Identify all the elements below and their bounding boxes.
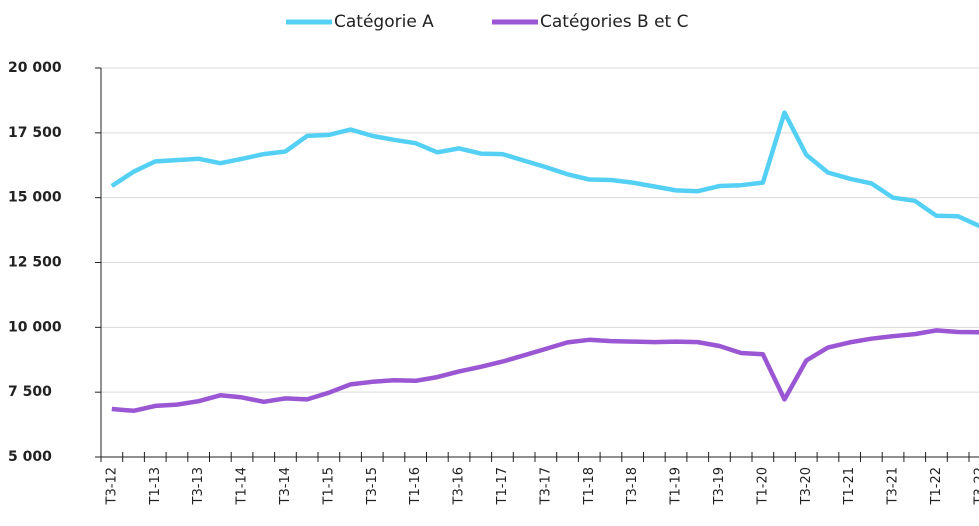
y-tick-label: 17 500 [8,125,62,141]
x-tick-label: T1-22 [929,467,944,505]
x-tick-label: T1-15 [321,467,336,505]
x-tick-label: T3-12 [104,467,119,505]
y-tick-label: 15 000 [8,190,62,206]
x-tick-label: T3-21 [886,467,901,505]
x-tick-label: T1-21 [842,467,857,505]
legend-label: Catégorie A [334,12,434,32]
x-tick-label: T3-18 [625,467,640,505]
x-tick-label: T1-20 [755,467,770,505]
x-tick-label: T3-13 [191,467,206,505]
y-tick-label: 20 000 [8,60,62,76]
x-tick-label: T3-19 [712,467,727,505]
x-tick-label: T3-20 [799,467,814,505]
x-tick-label: T1-19 [669,467,684,505]
x-tick-label: T1-14 [235,467,250,505]
x-tick-label: T1-13 [148,467,163,505]
x-tick-label: T3-22 [972,467,979,505]
line-series [111,328,979,414]
x-tick-label: T1-17 [495,467,510,505]
y-tick-label: 10 000 [8,319,62,335]
y-tick-label: 7 500 [8,384,52,400]
y-tick-label: 5 000 [8,449,52,465]
x-tick-label: T3-14 [278,467,293,505]
legend-label: Catégories B et C [540,12,689,32]
y-tick-label: 12 500 [8,255,62,271]
x-tick-label: T3-17 [538,467,553,505]
line-series [110,110,979,229]
x-tick-label: T1-16 [408,467,423,505]
x-tick-label: T1-18 [582,467,597,505]
x-tick-label: T3-15 [365,467,380,505]
x-tick-label: T3-16 [452,467,467,505]
